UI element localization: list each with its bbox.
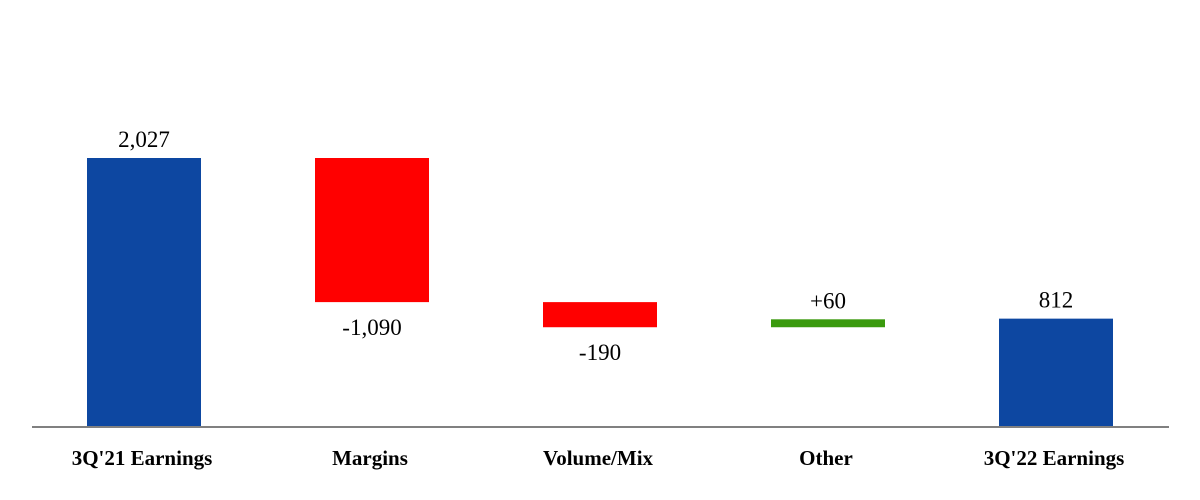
value-label-4: +60	[810, 288, 846, 313]
bar-2	[315, 158, 429, 303]
category-label-1: 3Q'21 Earnings	[72, 446, 213, 470]
value-labels-group: 2,027 -1,090 -190 +60 812	[118, 127, 1073, 365]
bar-4	[771, 319, 885, 328]
bar-3	[543, 302, 657, 328]
category-label-2: Margins	[332, 446, 408, 470]
value-label-1: 2,027	[118, 127, 170, 152]
bar-5	[999, 318, 1113, 426]
value-label-5: 812	[1039, 288, 1074, 313]
bars-group	[87, 158, 1113, 426]
category-label-3: Volume/Mix	[543, 446, 654, 470]
value-label-3: -190	[579, 340, 621, 365]
category-label-4: Other	[799, 446, 853, 470]
value-label-2: -1,090	[342, 315, 401, 340]
category-labels-group: 3Q'21 Earnings Margins Volume/Mix Other 3Q'2…	[72, 446, 1125, 470]
category-label-5: 3Q'22 Earnings	[984, 446, 1125, 470]
bar-1	[87, 158, 201, 426]
